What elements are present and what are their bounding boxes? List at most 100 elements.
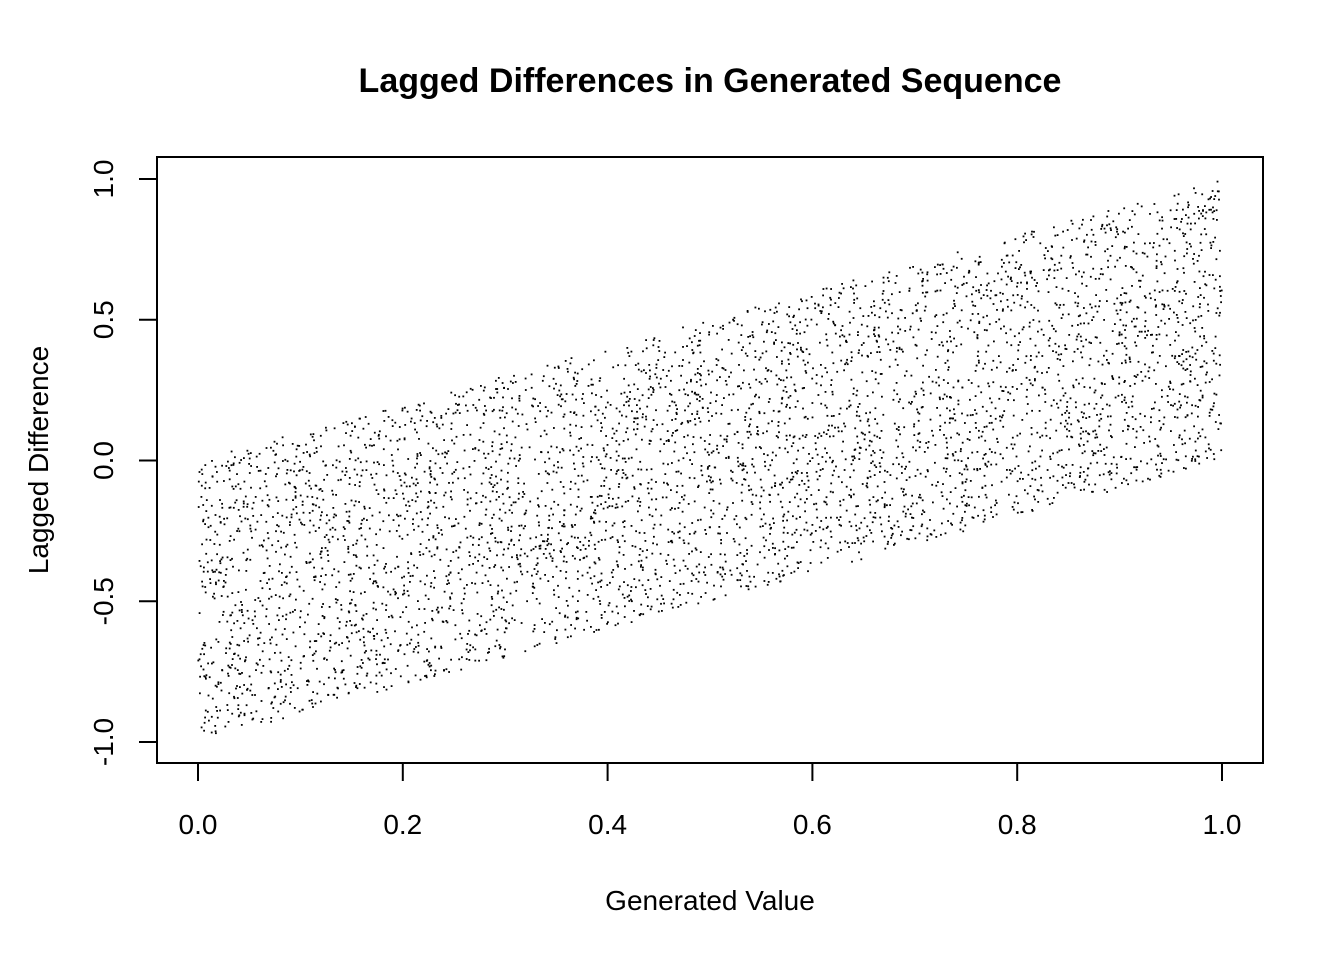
scatter-point <box>779 500 782 503</box>
scatter-point <box>621 476 624 479</box>
scatter-point <box>887 540 889 543</box>
scatter-point <box>699 378 702 381</box>
scatter-point <box>942 321 945 324</box>
scatter-point <box>1032 319 1035 321</box>
scatter-point <box>289 687 292 689</box>
scatter-point <box>716 448 718 451</box>
scatter-point <box>255 669 257 671</box>
scatter-point <box>747 585 750 588</box>
scatter-point <box>870 440 873 443</box>
scatter-point <box>360 522 363 525</box>
scatter-point <box>786 376 788 379</box>
scatter-point <box>450 422 453 425</box>
scatter-point <box>590 378 593 381</box>
scatter-point <box>911 312 914 315</box>
scatter-point <box>1002 292 1004 295</box>
scatter-point <box>687 405 690 408</box>
scatter-point <box>897 400 900 403</box>
scatter-point <box>1148 366 1151 369</box>
scatter-point <box>260 721 263 723</box>
scatter-point <box>667 463 669 466</box>
scatter-point <box>1066 405 1068 408</box>
scatter-point <box>633 578 636 580</box>
scatter-point <box>755 494 758 497</box>
scatter-point <box>392 519 395 521</box>
scatter-point <box>1016 294 1019 296</box>
scatter-point <box>769 308 772 311</box>
scatter-point <box>832 322 835 325</box>
scatter-point <box>495 498 498 501</box>
scatter-point <box>1218 374 1221 377</box>
scatter-point <box>355 623 357 626</box>
scatter-point <box>1034 478 1037 481</box>
scatter-point <box>934 266 936 268</box>
scatter-point <box>768 523 771 526</box>
scatter-point <box>984 464 987 466</box>
scatter-point <box>465 648 468 651</box>
scatter-point <box>925 291 927 294</box>
scatter-point <box>289 593 292 596</box>
scatter-point <box>675 411 678 414</box>
scatter-point <box>773 312 776 314</box>
scatter-point <box>491 517 494 519</box>
scatter-point <box>198 658 201 661</box>
scatter-point <box>576 372 579 375</box>
scatter-point <box>778 573 780 576</box>
scatter-point <box>651 552 654 555</box>
scatter-point <box>909 325 912 328</box>
scatter-point <box>236 473 238 475</box>
scatter-point <box>829 490 832 493</box>
scatter-point <box>693 451 696 454</box>
scatter-point <box>1058 449 1061 452</box>
scatter-point <box>1003 410 1006 412</box>
scatter-point <box>987 460 990 463</box>
scatter-point <box>1075 273 1077 276</box>
scatter-point <box>1123 477 1125 480</box>
scatter-point <box>376 619 378 621</box>
scatter-point <box>344 503 347 505</box>
scatter-point <box>784 557 786 560</box>
scatter-point <box>1074 301 1077 304</box>
scatter-point <box>535 573 538 575</box>
scatter-point <box>900 465 903 468</box>
scatter-point <box>1173 357 1176 360</box>
scatter-point <box>959 528 962 531</box>
scatter-point <box>1052 350 1054 352</box>
scatter-point <box>266 532 269 534</box>
scatter-point <box>939 398 941 401</box>
scatter-point <box>329 646 332 649</box>
scatter-point <box>219 562 222 565</box>
scatter-point <box>1019 477 1021 480</box>
scatter-point <box>919 493 921 496</box>
scatter-point <box>665 559 668 562</box>
scatter-point <box>322 603 324 605</box>
scatter-point <box>1201 193 1204 196</box>
scatter-point <box>1023 241 1025 244</box>
scatter-point <box>977 263 980 266</box>
scatter-point <box>621 457 624 460</box>
scatter-point <box>553 387 555 390</box>
scatter-point <box>700 365 702 367</box>
scatter-point <box>1197 437 1199 440</box>
scatter-point <box>403 481 406 484</box>
scatter-point <box>513 619 516 621</box>
scatter-point <box>796 355 799 358</box>
scatter-point <box>396 472 399 474</box>
scatter-point <box>270 717 273 719</box>
scatter-point <box>736 430 739 433</box>
scatter-point <box>370 649 373 652</box>
scatter-point <box>841 283 843 285</box>
scatter-point <box>276 473 278 475</box>
scatter-point <box>1116 259 1119 262</box>
scatter-point <box>1003 325 1005 328</box>
scatter-point <box>637 510 639 513</box>
scatter-point <box>803 331 806 334</box>
scatter-point <box>1168 242 1171 245</box>
scatter-point <box>1124 265 1127 267</box>
scatter-point <box>1215 312 1218 314</box>
scatter-point <box>539 577 542 580</box>
scatter-point <box>558 612 561 615</box>
scatter-point <box>491 532 494 534</box>
scatter-point <box>574 513 577 516</box>
scatter-point <box>533 624 536 626</box>
